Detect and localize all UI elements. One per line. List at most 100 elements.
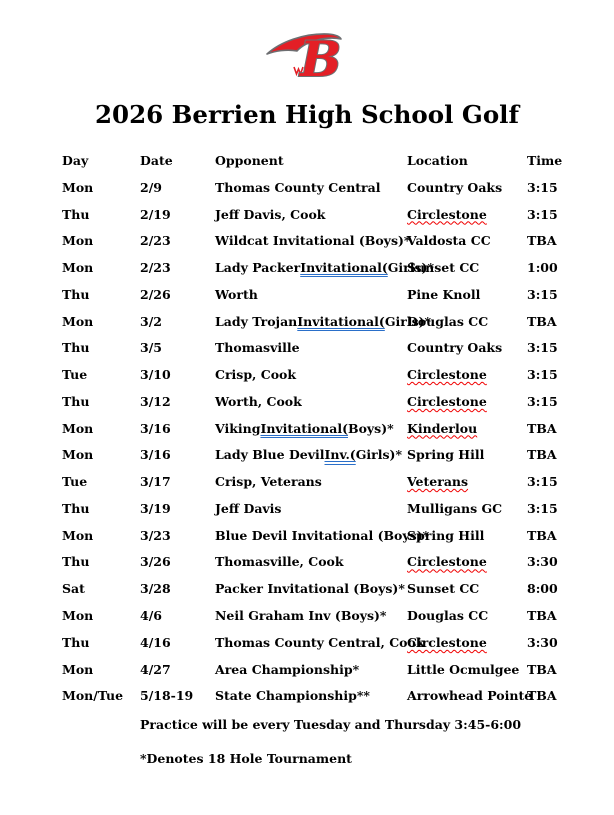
opponent-text: Blue Devil Invitational (Boys)* (215, 527, 430, 543)
cell-day: Thu (62, 634, 90, 650)
cell-opponent: Thomasville, Cook (215, 549, 407, 576)
location-text: Douglas CC (407, 313, 489, 329)
cell-day: Mon (62, 179, 94, 195)
cell-time: TBA (527, 608, 557, 624)
logo-trident-icon (293, 66, 304, 77)
cell-location: Douglas CC (407, 603, 527, 630)
opponent-text: Invitational( (260, 420, 348, 436)
cell-date: 2/23 (140, 233, 171, 249)
location-text: Circlestone (407, 206, 487, 222)
berrien-b-logo: B (266, 29, 342, 83)
opponent-text: Inv.( (324, 447, 356, 463)
cell-opponent: Jeff Davis, Cook (215, 202, 407, 229)
cell-day: Mon (62, 420, 94, 436)
cell-date: 3/26 (140, 554, 171, 570)
opponent-text: Packer Invitational (Boys)* (215, 581, 405, 597)
cell-date: 3/2 (140, 313, 162, 329)
table-row: Mon 4/27 Area Championship* Little Ocmulgee… (62, 657, 572, 684)
location-text: Sunset CC (407, 260, 480, 276)
cell-date: 3/5 (140, 340, 162, 356)
cell-opponent: Blue Devil Invitational (Boys)* (215, 523, 429, 550)
cell-location: Circlestone (407, 362, 527, 389)
cell-day: Mon (62, 260, 94, 276)
cell-opponent: Lady Trojan Invitational(Girls)* (215, 309, 431, 336)
cell-date: 3/16 (140, 447, 171, 463)
cell-day: Tue (62, 367, 88, 383)
cell-time: 3:15 (527, 179, 558, 195)
cell-time: TBA (527, 661, 557, 677)
cell-date: 4/6 (140, 608, 162, 624)
opponent-text: Neil Graham Inv (Boys)* (215, 608, 387, 624)
cell-opponent: Crisp, Cook (215, 362, 407, 389)
cell-time: TBA (527, 420, 557, 436)
cell-date: 2/23 (140, 260, 171, 276)
location-text: Country Oaks (407, 179, 503, 195)
cell-day: Mon (62, 233, 94, 249)
opponent-text: Boys)* (348, 420, 394, 436)
location-text: Veterans (407, 474, 469, 490)
location-text: Mulligans GC (407, 500, 503, 516)
cell-time: 1:00 (527, 260, 558, 276)
cell-date: 4/27 (140, 661, 171, 677)
cell-time: 3:30 (527, 554, 558, 570)
cell-location: Spring Hill (407, 442, 527, 469)
cell-opponent: Area Championship* (215, 657, 407, 684)
cell-time: 8:00 (527, 581, 558, 597)
location-text: Circlestone (407, 634, 487, 650)
table-row: Thu 4/16 Thomas County Central, Cook Circle… (62, 630, 572, 657)
opponent-text: Thomas County Central (215, 179, 381, 195)
cell-day: Mon (62, 313, 94, 329)
cell-date: 4/16 (140, 634, 171, 650)
table-row: Thu 3/19 Jeff Davis Mulligans GC 3:15 (62, 496, 572, 523)
table-row: Mon 2/9 Thomas County Central Country Oaks 3… (62, 175, 572, 202)
opponent-text: Girls)* (384, 313, 432, 329)
cell-date: 3/17 (140, 474, 171, 490)
cell-date: 3/16 (140, 420, 171, 436)
location-text: Valdosta CC (407, 233, 491, 249)
header-day: Day (62, 153, 89, 168)
cell-opponent: Viking Invitational(Boys)* (215, 416, 407, 443)
cell-location: Kinderlou (407, 416, 527, 443)
opponent-text: Girls)* (355, 447, 402, 463)
cell-location: Country Oaks (407, 175, 527, 202)
table-row: Mon 3/16 Viking Invitational(Boys)* Kinderl… (62, 416, 572, 443)
cell-opponent: Lady Packer Invitational(Girls)* (215, 255, 434, 282)
location-text: Circlestone (407, 554, 487, 570)
cell-day: Thu (62, 393, 90, 409)
opponent-text: Worth (215, 286, 258, 302)
cell-location: Douglas CC (407, 309, 527, 336)
cell-opponent: Thomas County Central, Cook (215, 630, 424, 657)
location-text: Pine Knoll (407, 286, 481, 302)
table-row: Mon 3/23 Blue Devil Invitational (Boys)* Sp… (62, 523, 572, 550)
header-opponent: Opponent (215, 153, 284, 168)
header-location: Location (407, 153, 468, 168)
cell-time: 3:15 (527, 340, 558, 356)
opponent-text: Lady Blue Devil (215, 447, 325, 463)
cell-time: 3:15 (527, 286, 558, 302)
table-row: Thu 3/26 Thomasville, Cook Circlestone 3:30 (62, 549, 572, 576)
location-text: Arrowhead Pointe (407, 688, 533, 704)
cell-time: 3:15 (527, 206, 558, 222)
location-text: Circlestone (407, 393, 487, 409)
cell-opponent: Worth, Cook (215, 389, 407, 416)
table-row: Thu 2/26 Worth Pine Knoll 3:15 (62, 282, 572, 309)
cell-day: Thu (62, 286, 90, 302)
cell-day: Thu (62, 340, 90, 356)
opponent-text: Crisp, Cook (215, 367, 297, 383)
cell-opponent: Crisp, Veterans (215, 469, 407, 496)
header-time: Time (527, 153, 563, 168)
table-row: Thu 2/19 Jeff Davis, Cook Circlestone 3:15 (62, 202, 572, 229)
cell-location: Pine Knoll (407, 282, 527, 309)
opponent-text: State Championship** (215, 688, 370, 704)
opponent-text: Invitational( (300, 260, 388, 276)
table-row: Mon 3/2 Lady Trojan Invitational(Girls)* Do… (62, 309, 572, 336)
cell-location: Valdosta CC (407, 228, 527, 255)
opponent-text: Jeff Davis (215, 500, 282, 516)
cell-time: 3:15 (527, 500, 558, 516)
table-row: Mon 3/16 Lady Blue Devil Inv.(Girls)* Sprin… (62, 442, 572, 469)
table-row: Thu 3/5 Thomasville Country Oaks 3:15 (62, 335, 572, 362)
cell-location: Spring Hill (407, 523, 527, 550)
cell-opponent: Thomas County Central (215, 175, 407, 202)
table-row: Thu 3/12 Worth, Cook Circlestone 3:15 (62, 389, 572, 416)
